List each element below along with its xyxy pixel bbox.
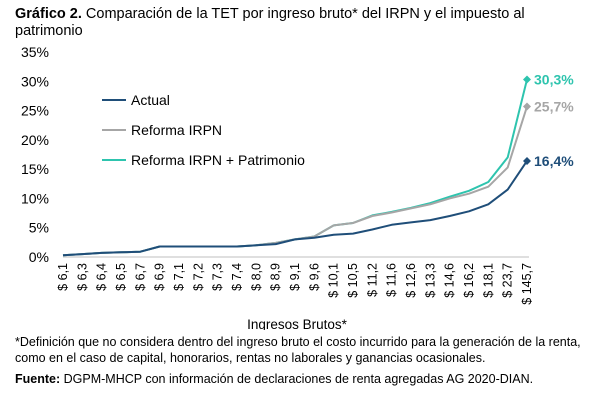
series-line (62, 160, 528, 257)
legend-label: Actual (131, 92, 170, 108)
x-tick-label: $ 145,7 (520, 263, 534, 305)
y-tick-label: 15% (21, 161, 49, 177)
x-tick-label: $ 14,6 (443, 263, 457, 298)
x-tick-label: $ 16,2 (462, 263, 476, 298)
x-tick-label: $ 13,3 (423, 263, 437, 298)
x-tick-label: $ 7,1 (172, 263, 186, 291)
x-tick-label: $ 8,9 (269, 263, 283, 291)
x-tick-label: $ 7,3 (211, 263, 225, 291)
x-tick-label: $ 7,4 (230, 263, 244, 291)
x-tick-label: $ 9,6 (307, 263, 321, 291)
x-tick-label: $ 6,5 (114, 263, 128, 291)
title-prefix: Gráfico 2. (15, 6, 82, 22)
source-text: DGPM-MHCP con información de declaracion… (63, 372, 534, 386)
x-axis-title: Ingresos Brutos* (247, 317, 348, 330)
x-tick-label: $ 9,1 (288, 263, 302, 291)
x-tick-label: $ 6,3 (75, 263, 89, 291)
title-text: Comparación de la TET por ingreso bruto*… (15, 6, 525, 39)
chart-area: 0% 5% 10% 15% 20% 25% 30% 35% $ 6,1 $ 6,3 $ 6,4 $ 6… (21, 44, 574, 330)
legend-label: Reforma IRPN + Patrimonio (131, 152, 305, 168)
x-tick-label: $ 11,6 (385, 263, 399, 297)
y-tick-label: 35% (21, 44, 49, 60)
source-label: Fuente: (15, 372, 61, 386)
y-tick-label: 30% (21, 73, 49, 89)
source-note: Fuente: DGPM-MHCP con información de dec… (15, 371, 585, 387)
x-tick-label: $ 6,7 (133, 263, 147, 291)
x-tick-label: $ 6,9 (153, 263, 167, 291)
x-tick-label: $ 10,5 (346, 263, 360, 298)
series-end-label: 16,4% (534, 153, 574, 169)
x-tick-label: $ 10,1 (327, 263, 341, 298)
y-tick-label: 10% (21, 190, 49, 206)
y-tick-label: 25% (21, 103, 49, 119)
series-end-marker (523, 75, 531, 84)
x-tick-label: $ 12,6 (404, 263, 418, 298)
series-end-marker (523, 156, 531, 165)
series-end-marker (523, 102, 531, 111)
x-tick-label: $ 6,4 (95, 263, 109, 291)
y-tick-label: 5% (29, 220, 49, 236)
x-tick-label: $ 23,7 (501, 263, 515, 298)
series-end-label: 25,7% (534, 98, 574, 114)
x-tick-label: $ 11,2 (365, 263, 379, 297)
footnote: *Definición que no considera dentro del … (15, 335, 581, 365)
y-tick-label: 20% (21, 132, 49, 148)
x-tick-label: $ 6,1 (56, 263, 70, 291)
legend-label: Reforma IRPN (131, 122, 222, 138)
chart-title: Gráfico 2. Comparación de la TET por ing… (15, 6, 575, 40)
y-tick-label: 0% (29, 249, 49, 265)
x-tick-label: $ 18,1 (481, 263, 495, 298)
series-end-label: 30,3% (534, 72, 574, 88)
x-tick-label: $ 8,0 (249, 263, 263, 291)
x-tick-label: $ 7,2 (191, 263, 205, 291)
